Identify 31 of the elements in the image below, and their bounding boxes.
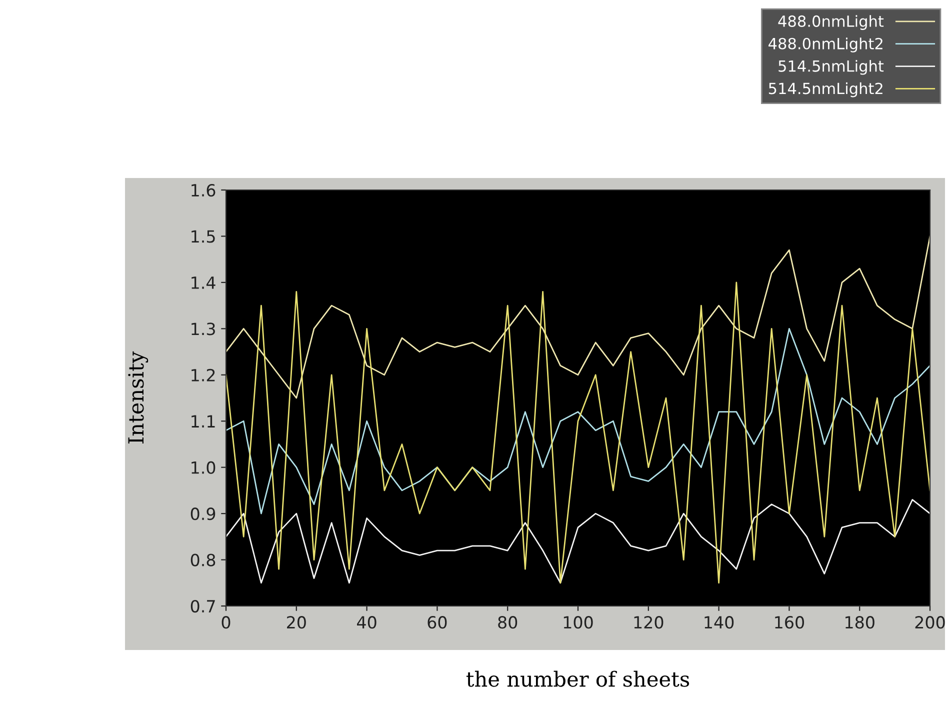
legend-label: 514.5nmLight xyxy=(778,60,884,75)
y-tick-label: 1.1 xyxy=(192,415,215,428)
y-tick-label: 1.6 xyxy=(192,184,216,197)
x-tick-label: 20 xyxy=(287,616,306,629)
line-series xyxy=(226,236,930,399)
x-tick-label: 60 xyxy=(428,616,447,629)
y-tick-label: 1.4 xyxy=(192,276,216,289)
x-tick-label: 180 xyxy=(846,616,874,629)
x-tick-label: 140 xyxy=(704,616,734,629)
y-tick-label: 1.3 xyxy=(192,322,215,336)
line-series xyxy=(226,282,930,584)
line-series xyxy=(226,498,930,584)
y-tick-label: 0.9 xyxy=(190,508,216,520)
y-tick-label: 0.8 xyxy=(190,554,216,566)
legend-label: 488.0nmLight2 xyxy=(768,38,882,52)
line-series xyxy=(226,328,930,514)
x-axis-title: the number of sheets xyxy=(466,670,690,687)
x-tick-label: 120 xyxy=(634,616,664,629)
x-tick-label: 80 xyxy=(498,616,518,629)
y-tick-label: 1.0 xyxy=(192,461,216,474)
legend-label: 514.5nmLight2 xyxy=(768,82,882,98)
y-tick-label: 1.5 xyxy=(192,230,215,243)
x-tick-label: 100 xyxy=(564,616,593,629)
x-tick-label: 160 xyxy=(775,616,804,629)
y-tick-label: 0.7 xyxy=(190,600,215,613)
legend-label: 488.0nmLight xyxy=(778,15,884,30)
x-tick-label: 200 xyxy=(915,616,945,629)
y-axis-title: Intensity xyxy=(128,351,148,444)
y-tick-label: 1.2 xyxy=(192,368,215,382)
x-tick-label: 0 xyxy=(222,616,230,629)
x-tick-label: 40 xyxy=(357,616,376,629)
